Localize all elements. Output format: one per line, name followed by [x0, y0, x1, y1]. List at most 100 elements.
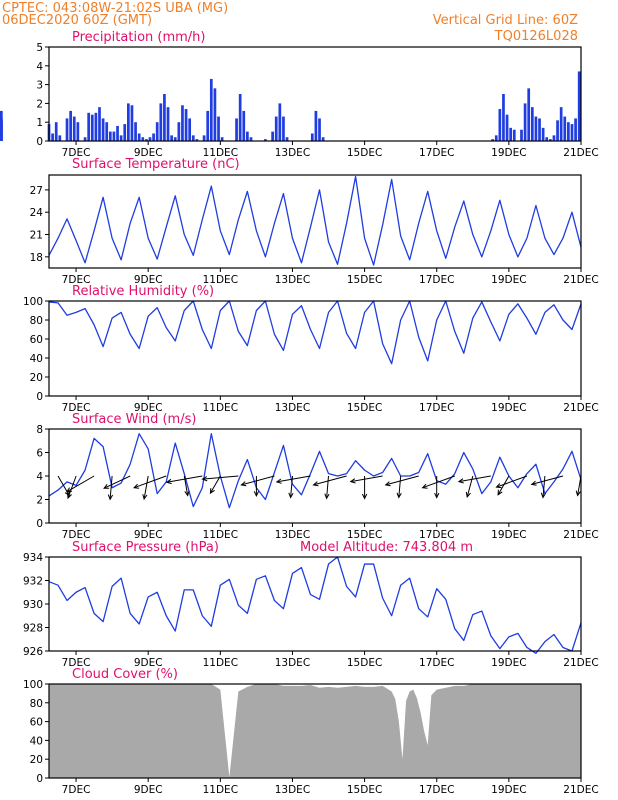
wind-arrow	[165, 475, 203, 485]
x-tick-label: 7DEC	[62, 147, 91, 159]
precip-bar	[83, 137, 87, 141]
precip-bar	[134, 122, 137, 141]
wind-arrow	[434, 476, 440, 499]
x-tick-label: 7DEC	[62, 274, 91, 286]
x-tick-label: 17DEC	[419, 274, 454, 286]
panel-title: Surface Pressure (hPa)	[72, 540, 219, 555]
x-tick-label: 15DEC	[347, 402, 382, 414]
panel-3: Surface Wind (m/s) 0 2 4 6 8 7DEC 9DEC 11DEC 13DE…	[36, 412, 598, 541]
header-model-code: TQ0126L028	[494, 29, 578, 44]
precip-bar	[249, 137, 253, 141]
precip-bar	[509, 127, 513, 141]
precip-bar	[527, 88, 531, 141]
wind-arrow	[575, 475, 582, 497]
precip-bar	[498, 109, 502, 141]
precip-bar	[530, 107, 534, 141]
x-tick-label: 19DEC	[491, 147, 526, 159]
x-tick-label: 13DEC	[275, 402, 310, 414]
x-tick-label: 9DEC	[134, 784, 163, 796]
x-tick-label: 7DEC	[62, 402, 91, 414]
wind-arrow	[209, 475, 221, 495]
precip-bar	[152, 133, 155, 141]
precip-bar	[101, 118, 105, 141]
precip-bar	[0, 122, 3, 141]
wind-arrow	[201, 475, 239, 482]
y-tick-label: 2	[36, 495, 43, 507]
precip-bar	[145, 139, 148, 141]
wind-arrow	[497, 475, 510, 496]
precip-bar	[119, 135, 123, 141]
x-tick-label: 21DEC	[563, 274, 598, 286]
x-tick-label: 21DEC	[563, 147, 598, 159]
precip-bar	[98, 107, 101, 141]
precip-bar	[116, 125, 119, 141]
precip-bar	[577, 71, 581, 141]
y-tick-label: 80	[30, 315, 43, 327]
x-tick-label: 11DEC	[203, 274, 238, 286]
y-tick-label: 20	[30, 754, 43, 766]
wind-arrow	[312, 475, 347, 487]
precip-bar	[112, 131, 116, 141]
panel-2: Relative Humidity (%) 0 20 40 60 80 100 7DEC 9DE…	[23, 284, 599, 414]
precip-bar	[202, 135, 206, 141]
precip-bar	[94, 112, 98, 141]
precip-bar	[523, 103, 527, 141]
precip-bar	[321, 137, 325, 141]
panel-frame	[48, 46, 582, 142]
y-tick-label: 2	[36, 98, 43, 110]
series-line	[48, 556, 582, 654]
series-line	[48, 175, 582, 266]
precip-bar	[72, 116, 76, 141]
y-tick-label: 100	[23, 679, 43, 691]
precip-bar	[213, 88, 217, 141]
precip-bar	[512, 129, 516, 141]
precip-bar	[195, 139, 199, 141]
y-tick-label: 926	[23, 646, 43, 658]
wind-arrow	[421, 475, 455, 489]
panel-1: Surface Temperature (nC) 18 21 24 27 7DEC 9DEC…	[30, 157, 599, 286]
wind-arrow	[240, 475, 275, 487]
y-tick-label: 24	[30, 207, 44, 219]
y-tick-label: 27	[30, 185, 43, 197]
precip-bar	[191, 135, 195, 141]
wind-arrow	[540, 475, 547, 499]
wind-arrow	[324, 475, 330, 500]
y-tick-label: 0	[36, 136, 43, 148]
x-tick-label: 17DEC	[419, 657, 454, 669]
x-tick-label: 13DEC	[275, 274, 310, 286]
wind-arrow	[361, 476, 368, 500]
precip-bar	[285, 137, 289, 141]
y-tick-label: 0	[36, 391, 43, 403]
wind-arrow	[275, 475, 311, 484]
precip-bar	[278, 103, 282, 141]
precip-bar	[54, 122, 58, 141]
precip-bar	[494, 135, 498, 141]
precip-bar	[90, 114, 94, 141]
precip-bar	[188, 118, 192, 141]
panels-group: Precipitation (mm/h) 0 1 2 3 4 5 7DEC 9DEC 11DEC 1…	[0, 30, 599, 796]
precip-bar	[314, 110, 318, 141]
x-tick-label: 21DEC	[563, 529, 598, 541]
precip-bar	[246, 131, 249, 141]
y-tick-label: 1	[36, 117, 43, 129]
series-line	[48, 433, 582, 509]
precip-bar	[123, 124, 127, 141]
wind-arrow	[142, 475, 149, 501]
y-tick-label: 20	[30, 372, 43, 384]
y-tick-label: 0	[36, 773, 43, 785]
panel-0: Precipitation (mm/h) 0 1 2 3 4 5 7DEC 9DEC 11DEC 1…	[0, 30, 599, 159]
precip-bar	[567, 122, 570, 141]
precip-bar	[130, 105, 134, 141]
precip-bar	[217, 116, 220, 141]
header-station: CPTEC: 043:08W-21:02S UBA (MG)	[2, 1, 228, 16]
x-tick-label: 13DEC	[275, 147, 310, 159]
wind-arrow	[530, 475, 564, 486]
precip-bar	[166, 107, 170, 141]
x-tick-label: 11DEC	[203, 657, 238, 669]
x-tick-label: 11DEC	[203, 147, 238, 159]
precip-bar	[163, 94, 166, 141]
x-tick-label: 17DEC	[419, 529, 454, 541]
panel-title: Relative Humidity (%)	[72, 284, 214, 299]
precip-bar	[177, 122, 181, 141]
